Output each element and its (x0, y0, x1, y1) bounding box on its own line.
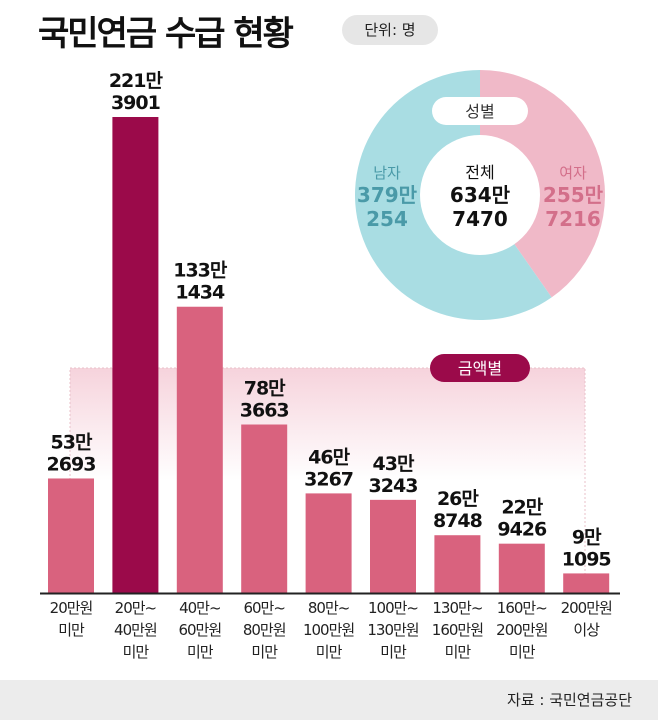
bar (241, 424, 288, 593)
unit-badge: 단위: 명 (342, 15, 438, 45)
bar-value-label: 53만 (51, 431, 93, 453)
bar (370, 499, 416, 593)
footer: 자료 : 국민연금공단 (0, 680, 658, 720)
bar-value-label: 78만 (244, 378, 286, 400)
bar-value-label: 43만 (373, 453, 415, 475)
bar-value-label: 46만 (308, 446, 350, 468)
bar-value-label: 3243 (369, 475, 418, 497)
amount-title: 금액별 (458, 359, 502, 378)
bar-value-label: 3901 (111, 92, 160, 114)
category-label: 미만 (316, 643, 343, 661)
bar-value-label: 1434 (175, 282, 225, 304)
female-name: 여자 (559, 164, 587, 182)
bar (434, 535, 481, 593)
category-label: 100만~ (368, 599, 418, 617)
bar-value-label: 3663 (240, 400, 289, 422)
category-label: 80만원 (243, 621, 286, 639)
category-label: 미만 (380, 643, 407, 661)
category-label: 60만~ (243, 599, 284, 617)
category-label: 200만원 (561, 599, 612, 617)
bar-value-label: 9만 (572, 526, 602, 548)
bar (48, 478, 94, 593)
category-label: 80만~ (308, 599, 349, 617)
bar (498, 543, 545, 593)
category-label: 미만 (251, 643, 278, 661)
category-label: 160만원 (432, 621, 483, 639)
category-label: 미만 (123, 643, 150, 661)
category-label: 미만 (445, 643, 472, 661)
category-label: 40만~ (179, 599, 220, 617)
category-label: 100만원 (303, 621, 354, 639)
category-label: 130만~ (432, 599, 482, 617)
amount-pill (430, 354, 530, 382)
category-label: 160만~ (497, 599, 547, 617)
category-label: 미만 (509, 643, 536, 661)
bar-value-label: 221만 (109, 70, 164, 92)
male-name: 남자 (373, 164, 401, 182)
total-label: 전체 (465, 163, 494, 182)
bar (563, 573, 610, 593)
pie-slice-female (480, 70, 606, 298)
category-label: 20만~ (115, 599, 156, 617)
female-value: 7216 (545, 207, 601, 231)
bar (112, 117, 159, 593)
category-label: 200만원 (496, 621, 547, 639)
female-value: 255만 (543, 183, 604, 207)
donut-hole (420, 135, 540, 255)
category-label: 미만 (58, 621, 85, 639)
bar-value-label: 8748 (433, 510, 483, 532)
bar (305, 493, 352, 593)
bar-value-label: 3267 (304, 468, 353, 490)
page-title: 국민연금 수급 현황 (38, 14, 294, 54)
male-value: 254 (366, 207, 408, 231)
male-value: 379만 (357, 183, 418, 207)
category-label: 이상 (573, 621, 600, 639)
bar-value-label: 26만 (437, 488, 479, 510)
category-label: 미만 (187, 643, 214, 661)
bar-value-label: 22만 (501, 497, 543, 519)
total-label: 7470 (452, 207, 508, 231)
category-label: 60만원 (178, 621, 221, 639)
category-label: 20만원 (50, 599, 93, 617)
category-label: 40만원 (114, 621, 157, 639)
category-label: 130만원 (367, 621, 418, 639)
bar-value-label: 1095 (562, 548, 611, 570)
gender-title: 성별 (465, 102, 494, 121)
bar-value-label: 9426 (497, 519, 547, 541)
source-text: 자료 : 국민연금공단 (507, 691, 632, 709)
total-label: 634만 (450, 183, 511, 207)
bar-value-label: 2693 (47, 453, 96, 475)
bar (176, 306, 223, 593)
gender-pill (432, 97, 528, 125)
bar-value-label: 133만 (173, 260, 228, 282)
